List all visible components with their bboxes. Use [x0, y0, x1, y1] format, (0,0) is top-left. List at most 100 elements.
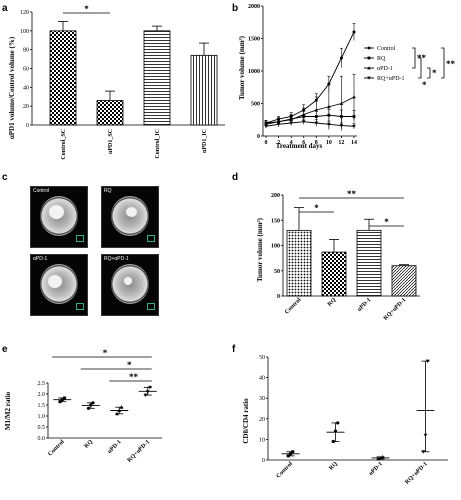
panel-b-xlabel: Treatment days — [276, 142, 323, 150]
panel-b-data-point — [327, 104, 331, 109]
panel-f-data-point — [336, 421, 340, 425]
mri-image-rq: RQ — [101, 186, 159, 248]
panel-e-significance-label: * — [103, 348, 108, 358]
panel-a-y-tick-label: 40 — [23, 85, 29, 91]
panel-d-y-tick-label: 200 — [271, 193, 280, 199]
panel-e-significance-label: * — [127, 360, 132, 370]
panel-d-x-tick-label: αPD-1 — [357, 297, 373, 313]
panel-a-chart: 0 20 40 60 80 100 120 Control_SC αPD1_SC Control_… — [20, 4, 225, 160]
mri-image-rq-apd1: RQ+αPD-1 — [101, 254, 159, 316]
panel-a-x-tick-label: Control_IC — [155, 129, 161, 159]
panel-b-y-tick-label: 0 — [257, 134, 260, 140]
panel-b-legend-marker — [367, 66, 371, 70]
panel-b-x-tick-label: 8 — [315, 140, 318, 146]
mri-caption-rq-apd1: RQ+αPD-1 — [104, 256, 129, 262]
panel-a-y-tick-label: 60 — [23, 67, 29, 73]
panel-f-y-tick-label: 30 — [259, 396, 265, 402]
panel-e-data-point — [143, 393, 148, 397]
mri-image-apd1: αPD-1 — [30, 254, 88, 316]
panel-b-data-point — [314, 108, 319, 112]
panel-e-significance-label: ** — [129, 372, 139, 382]
panel-e-x-tick-label: RQ — [84, 439, 95, 450]
panel-label-e: e — [2, 344, 8, 355]
panel-d-bar — [321, 251, 347, 297]
panel-b-data-point — [339, 56, 343, 60]
panel-b-data-point — [339, 101, 344, 105]
panel-e-y-tick-label: 0.0 — [38, 436, 46, 442]
panel-e-data-point — [89, 403, 93, 407]
panel-b-legend-label: Control — [377, 46, 396, 52]
panel-e-data-point — [115, 411, 119, 416]
panel-b-series-line — [265, 96, 355, 125]
panel-a-bar — [190, 54, 218, 126]
panel-f-data-point — [291, 450, 295, 454]
tumor-region — [48, 275, 62, 288]
panel-b-data-point — [301, 112, 306, 116]
panel-e-y-tick-label: 2.5 — [38, 381, 46, 387]
panel-d-y-tick-label: 0 — [277, 294, 280, 300]
panel-b-significance-bracket — [412, 47, 416, 69]
panel-b-legend-marker — [367, 56, 371, 60]
panel-b-x-tick-label: 10 — [326, 140, 332, 146]
scale-box — [76, 235, 84, 242]
panel-b-x-tick-label: 12 — [338, 140, 344, 146]
panel-b-data-point — [327, 122, 331, 127]
panel-e-x-tick-label: RQ+αPD-1 — [127, 439, 152, 464]
panel-e-data-point — [148, 385, 152, 390]
panel-f-data-point — [423, 433, 428, 438]
panel-d-y-tick-label: 100 — [271, 244, 280, 250]
panel-f-x-tick-label: Control — [276, 461, 295, 480]
panel-d-x-tick-label: RQ+αPD-1 — [383, 297, 408, 322]
panel-e-y-tick-label: 0.5 — [38, 425, 46, 431]
panel-b-data-point — [339, 124, 344, 128]
panel-e-chart: 0.0 0.5 1.0 1.5 2.0 2.5 Control RQ αPD-1 RQ+αPD-1… — [38, 348, 162, 464]
panel-f-data-point — [376, 457, 381, 461]
panel-f-data-point — [286, 454, 290, 458]
mri-caption-control: Control — [33, 188, 50, 194]
panel-a-y-tick-label: 100 — [20, 29, 29, 35]
panel-f-x-tick-label: RQ+αPD-1 — [404, 461, 429, 486]
panel-e-y-tick-label: 1.5 — [38, 403, 46, 409]
panel-label-b: b — [232, 3, 238, 14]
scale-box — [76, 303, 84, 310]
panel-b-legend-marker — [367, 76, 371, 80]
panel-e-y-tick-label: 1.0 — [38, 414, 46, 420]
panel-b-series-line — [265, 121, 355, 127]
panel-b-series-line — [265, 31, 355, 124]
panel-f-data-point — [378, 456, 383, 460]
panel-b-legend-label: αPD-1 — [377, 66, 393, 72]
panel-f-data-point — [380, 455, 385, 459]
panel-b-data-point — [352, 95, 356, 99]
panel-f-y-tick-label: 0 — [262, 458, 265, 464]
panel-d-significance-label: * — [384, 217, 389, 227]
panel-d-y-tick-label: 150 — [271, 218, 280, 224]
panel-f-y-tick-label: 10 — [259, 437, 265, 443]
panel-a-bar — [49, 30, 77, 126]
panel-e-y-tick-label: 2.0 — [38, 392, 46, 398]
panel-b-data-point — [264, 124, 268, 129]
panel-a-bar — [96, 100, 124, 126]
panel-e-data-point — [119, 405, 124, 409]
panel-e-data-point — [62, 396, 66, 400]
panel-f-data-point — [421, 450, 426, 454]
panel-a-bar — [143, 30, 171, 126]
panel-b-significance-label: * — [422, 80, 427, 90]
panel-b-significance-label: ** — [417, 53, 427, 63]
panel-d-significance-label: ** — [347, 189, 357, 199]
panel-b-x-tick-label: 0 — [265, 140, 268, 146]
panel-b-significance-bracket — [427, 67, 431, 79]
panel-f-data-point — [425, 359, 430, 364]
tumor-region — [49, 205, 64, 219]
panel-b-data-point — [276, 122, 281, 127]
panel-b-data-point — [352, 124, 356, 129]
tumor-region — [124, 277, 132, 285]
panel-f-chart: 0 10 20 30 40 50 Control RQ αPD-1 RQ+αPD-1 — [259, 355, 448, 486]
panel-label-a: a — [2, 3, 8, 14]
panel-f-data-point — [331, 439, 335, 444]
panel-b-chart: 0 500 1000 1500 2000 0 2 4 6 8 10 12 14 Control RQ αPD-… — [248, 4, 456, 146]
panel-d-bar — [286, 229, 312, 297]
panel-f-data-point — [289, 452, 292, 456]
panel-a-significance-label: * — [84, 4, 89, 14]
panel-e-data-point — [117, 408, 122, 412]
panel-a-y-tick-label: 120 — [20, 10, 29, 16]
